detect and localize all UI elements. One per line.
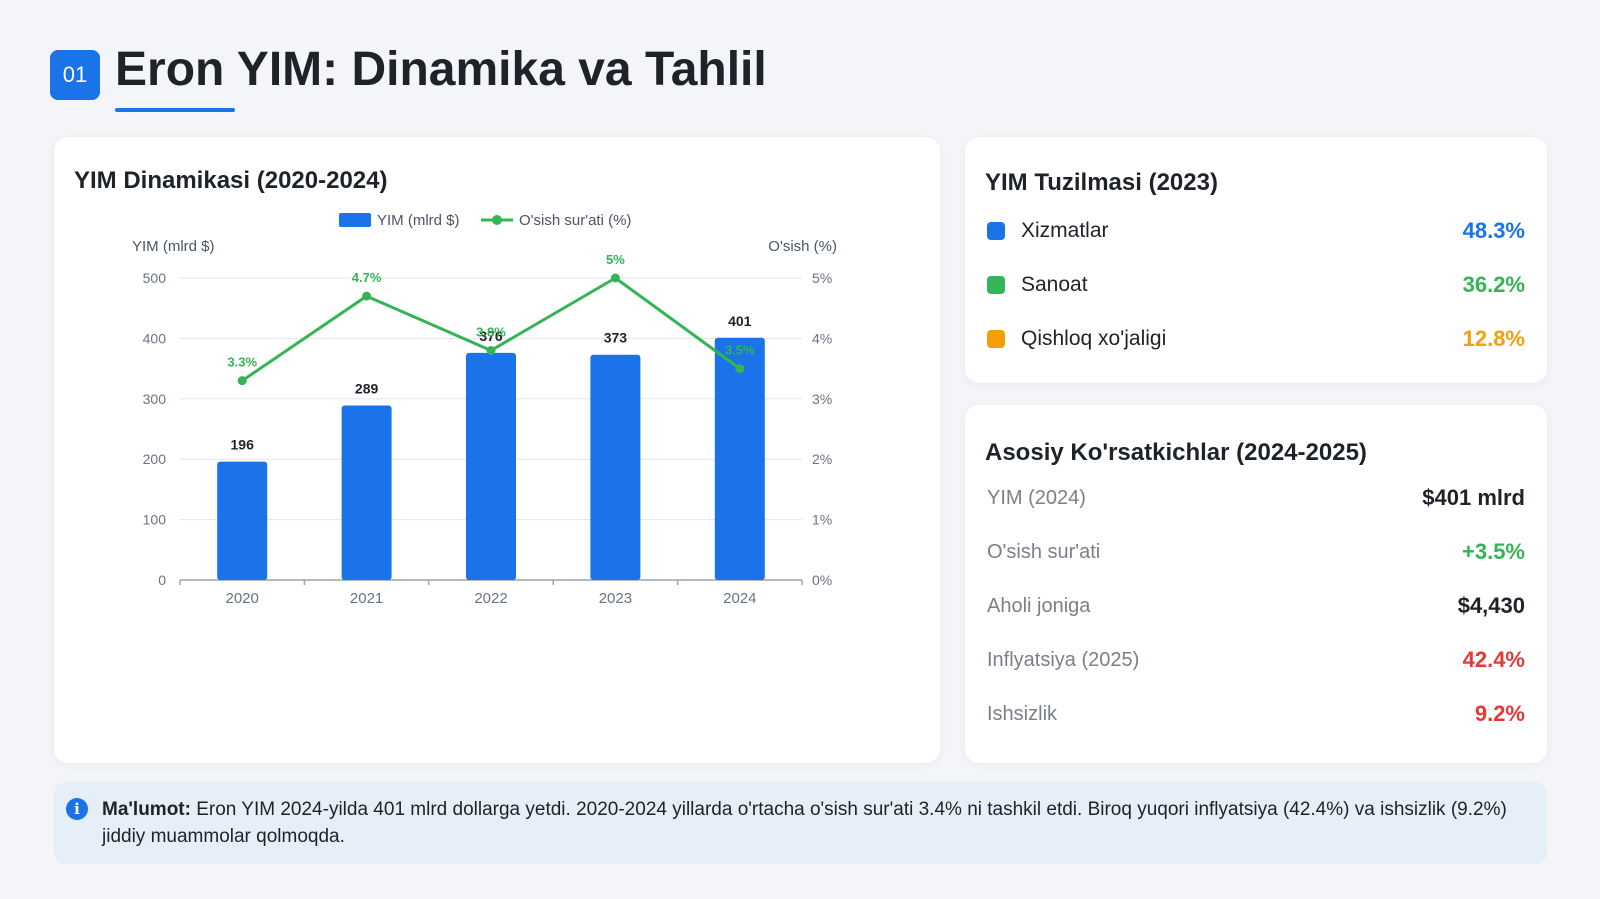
y-right-tick-label: 4%	[812, 330, 832, 346]
growth-point-2022	[486, 345, 496, 355]
legend-bar-label: YIM (mlrd $)	[377, 212, 460, 229]
growth-point-2024	[735, 364, 745, 374]
y-left-tick-label: 200	[143, 451, 167, 467]
info-text: Ma'lumot: Eron YIM 2024-yilda 401 mlrd d…	[102, 796, 1507, 850]
indicator-label: O'sish sur'ati	[987, 540, 1101, 563]
x-tick-label: 2020	[226, 590, 259, 607]
y-right-tick-label: 5%	[812, 270, 832, 286]
bar-data-label: 196	[231, 437, 255, 453]
indicator-value: $401 mlrd	[1422, 485, 1525, 510]
indicator-row: YIM (2024) $401 mlrd	[987, 481, 1525, 515]
services-swatch	[987, 222, 1005, 240]
x-tick-label: 2023	[599, 590, 632, 607]
legend-bar-swatch	[339, 213, 371, 227]
y-left-tick-label: 300	[143, 391, 167, 407]
indicator-label: Ishsizlik	[987, 702, 1058, 725]
structure-value: 12.8%	[1462, 326, 1525, 351]
indicators-title: Asosiy Ko'rsatkichlar (2024-2025)	[985, 439, 1367, 466]
indicator-value: $4,430	[1457, 593, 1525, 618]
structure-row-agriculture: Qishloq xo'jaligi 12.8%	[987, 324, 1525, 354]
structure-row-industry: Sanoat 36.2%	[987, 270, 1525, 300]
y-right-tick-label: 3%	[812, 391, 832, 407]
structure-label: Sanoat	[1021, 273, 1088, 296]
line-data-label: 3.5%	[725, 343, 755, 358]
gdp-structure-card: YIM Tuzilmasi (2023) Xizmatlar 48.3% San…	[965, 137, 1547, 383]
structure-value: 36.2%	[1462, 272, 1525, 297]
indicator-label: YIM (2024)	[987, 486, 1086, 509]
structure-value: 48.3%	[1462, 218, 1525, 243]
section-number-badge: 01	[50, 50, 100, 100]
y-left-tick-label: 500	[143, 270, 167, 286]
legend-line-label: O'sish sur'ati (%)	[519, 212, 631, 229]
y-left-axis-title: YIM (mlrd $)	[132, 238, 215, 255]
info-body: Eron YIM 2024-yilda 401 mlrd dollarga ye…	[102, 799, 1507, 847]
info-icon: i	[66, 798, 88, 820]
industry-swatch	[987, 276, 1005, 294]
bar-2021	[341, 405, 392, 580]
structure-label: Xizmatlar	[1021, 219, 1109, 242]
structure-title: YIM Tuzilmasi (2023)	[985, 169, 1218, 196]
x-tick-label: 2021	[350, 590, 383, 607]
x-tick-label: 2024	[723, 590, 756, 607]
info-note: i Ma'lumot: Eron YIM 2024-yilda 401 mlrd…	[54, 782, 1547, 864]
legend-line-marker	[492, 215, 502, 225]
indicator-label: Inflyatsiya (2025)	[987, 648, 1140, 671]
page-title: Eron YIM: Dinamika va Tahlil	[115, 43, 767, 96]
indicator-row: Inflyatsiya (2025) 42.4%	[987, 643, 1525, 677]
indicator-value: +3.5%	[1462, 539, 1525, 564]
indicator-row: Ishsizlik 9.2%	[987, 697, 1525, 731]
line-data-label: 3.3%	[227, 355, 257, 370]
bar-2023	[590, 354, 641, 580]
y-left-tick-label: 400	[143, 330, 167, 346]
y-right-tick-label: 1%	[812, 512, 832, 528]
gdp-combo-chart: 0 100 200 300 400 500 0% 1% 2% 3% 4% 5% YIM (mlrd $)…	[132, 212, 837, 607]
y-left-tick-label: 100	[143, 512, 167, 528]
bar-data-label: 373	[604, 330, 628, 346]
y-right-tick-label: 0%	[812, 572, 832, 588]
indicator-row: O'sish sur'ati +3.5%	[987, 535, 1525, 569]
chart-title: YIM Dinamikasi (2020-2024)	[74, 167, 388, 194]
key-indicators-card: Asosiy Ko'rsatkichlar (2024-2025) YIM (2…	[965, 405, 1547, 763]
line-data-label: 4.7%	[352, 270, 382, 285]
y-right-axis-title: O'sish (%)	[768, 238, 837, 255]
bar-2020	[217, 461, 268, 580]
bar-data-label: 401	[728, 313, 752, 329]
indicator-row: Aholi joniga $4,430	[987, 589, 1525, 623]
indicator-value: 9.2%	[1474, 701, 1525, 726]
growth-point-2023	[610, 273, 620, 283]
line-data-label: 3.8%	[476, 324, 506, 339]
gdp-dynamics-card: YIM Dinamikasi (2020-2024) 0 100 200 300 400…	[54, 137, 940, 763]
growth-point-2020	[237, 376, 247, 386]
bar-data-label: 376	[479, 328, 503, 344]
bar-data-label: 289	[355, 380, 379, 396]
info-label: Ma'lumot:	[102, 799, 191, 820]
growth-point-2021	[362, 291, 372, 301]
x-tick-label: 2022	[474, 590, 507, 607]
bar-2024	[714, 337, 765, 580]
agriculture-swatch	[987, 330, 1005, 348]
structure-label: Qishloq xo'jaligi	[1021, 327, 1167, 350]
line-data-label: 5%	[606, 252, 625, 267]
indicator-value: 42.4%	[1462, 647, 1525, 672]
title-underline	[115, 108, 235, 112]
y-left-tick-label: 0	[158, 572, 166, 588]
structure-row-services: Xizmatlar 48.3%	[987, 216, 1525, 246]
indicator-label: Aholi joniga	[987, 594, 1091, 617]
y-right-tick-label: 2%	[812, 451, 832, 467]
bar-2022	[466, 352, 516, 580]
